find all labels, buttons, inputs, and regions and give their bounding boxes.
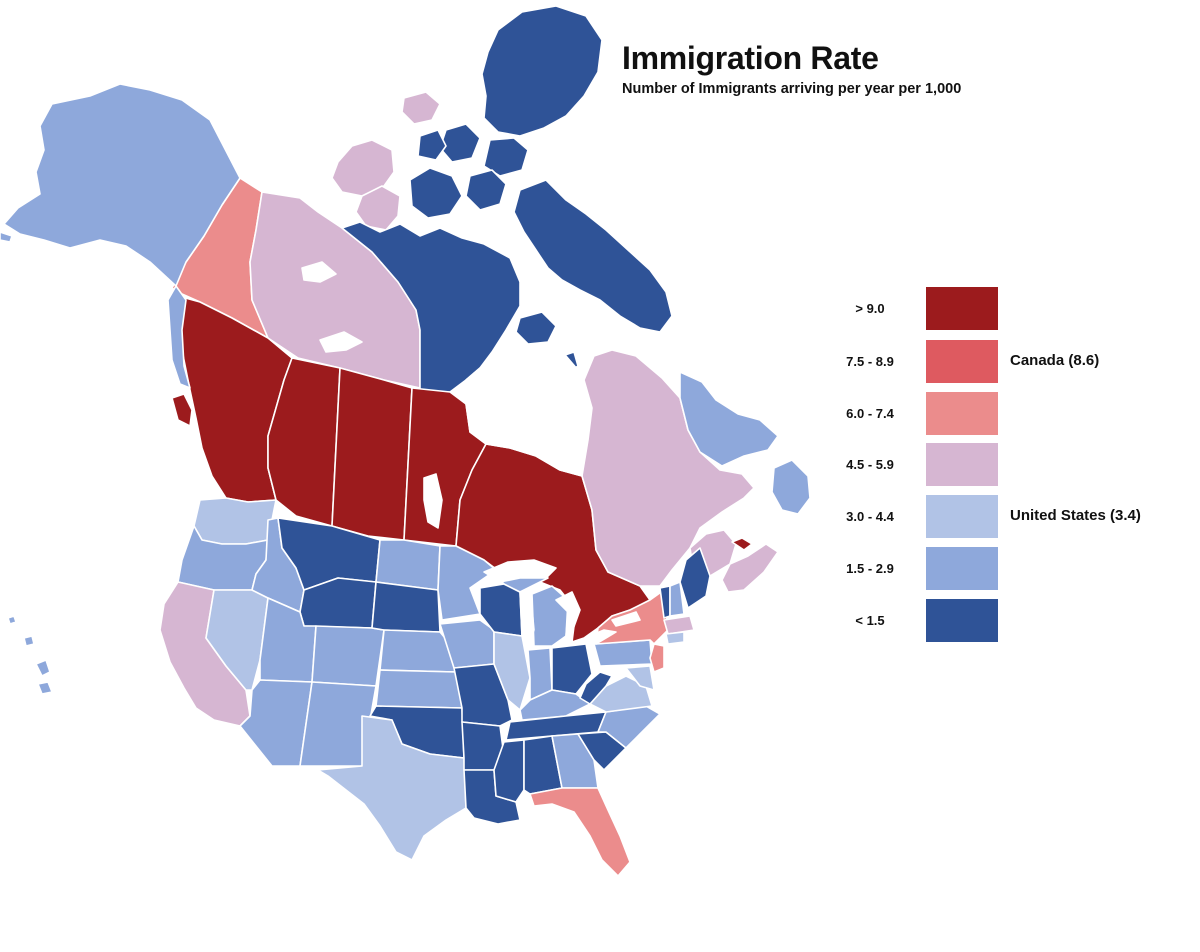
region-arctic-islands-a xyxy=(409,167,463,219)
lake-michigan xyxy=(519,587,535,647)
lake-ontario xyxy=(611,611,641,627)
region-massachusetts xyxy=(663,615,695,635)
legend-label: 1.5 - 2.9 xyxy=(846,561,894,576)
lake-erie xyxy=(579,629,617,645)
region-nwt-islands xyxy=(331,139,395,197)
map-subtitle: Number of Immigrants arriving per year p… xyxy=(622,81,962,97)
legend-swatch xyxy=(926,340,998,383)
lake-huron xyxy=(555,591,581,637)
region-arctic-islands-c xyxy=(417,129,447,161)
region-aleutians xyxy=(0,231,13,243)
legend-label: < 1.5 xyxy=(855,613,885,628)
region-southampton-island xyxy=(515,311,557,345)
region-south-dakota xyxy=(371,581,441,633)
region-michigan xyxy=(531,585,569,647)
region-labrador xyxy=(679,371,779,467)
legend-item-7-5-8-9: 7.5 - 8.9 Canada (8.6) xyxy=(820,340,1180,386)
region-georgia xyxy=(551,733,599,789)
map-title: Immigration Rate xyxy=(622,40,879,76)
legend-swatch xyxy=(926,392,998,435)
region-pei xyxy=(731,537,753,551)
lake-superior xyxy=(483,559,557,583)
region-west-virginia xyxy=(579,671,613,705)
legend-swatch xyxy=(926,443,998,486)
region-kansas xyxy=(375,669,463,709)
region-nwt-islands-2 xyxy=(355,185,401,231)
region-colorado xyxy=(311,625,385,687)
region-alaska xyxy=(3,83,241,287)
region-new-hampshire xyxy=(669,581,685,617)
legend-note-united-states: United States (3.4) xyxy=(1010,507,1141,524)
legend-item-3-0-4-4: 3.0 - 4.4 United States (3.4) xyxy=(820,495,1180,541)
legend-swatch xyxy=(926,287,998,330)
region-devon-island xyxy=(483,137,529,177)
legend-item-gt9: > 9.0 xyxy=(820,287,1180,333)
region-arctic-islands-b xyxy=(439,123,481,163)
region-vancouver-island xyxy=(171,393,193,427)
region-hawaii xyxy=(7,615,53,695)
legend-swatch xyxy=(926,547,998,590)
region-washington xyxy=(193,497,277,545)
legend-item-6-0-7-4: 6.0 - 7.4 xyxy=(820,392,1180,438)
region-ohio xyxy=(551,643,593,695)
region-nova-scotia xyxy=(721,543,779,593)
region-newfoundland xyxy=(771,459,811,515)
legend-swatch xyxy=(926,495,998,538)
region-minnesota xyxy=(437,545,497,621)
region-maryland xyxy=(625,665,655,691)
region-new-jersey xyxy=(649,643,665,673)
legend-label: 6.0 - 7.4 xyxy=(846,406,894,421)
region-texas xyxy=(317,715,467,861)
region-maine xyxy=(679,547,711,609)
lake-great-bear xyxy=(301,261,337,283)
legend-item-4-5-5-9: 4.5 - 5.9 xyxy=(820,443,1180,489)
legend-label: 7.5 - 8.9 xyxy=(846,354,894,369)
region-arizona xyxy=(239,679,313,767)
legend-label: > 9.0 xyxy=(855,301,885,316)
legend-note-canada: Canada (8.6) xyxy=(1010,352,1100,369)
hudson-bay xyxy=(465,343,585,477)
legend-label: 4.5 - 5.9 xyxy=(846,457,894,472)
lake-great-slave xyxy=(319,331,363,353)
region-baffin-island xyxy=(513,179,673,333)
region-arctic-islands-d xyxy=(465,169,507,211)
region-nunavut xyxy=(341,221,521,393)
legend-item-lt1-5: < 1.5 xyxy=(820,599,1180,645)
legend-item-1-5-2-9: 1.5 - 2.9 xyxy=(820,547,1180,593)
lake-winnipeg xyxy=(423,473,443,529)
region-saskatchewan xyxy=(331,367,413,541)
region-ellesmere-island xyxy=(481,5,603,137)
region-florida xyxy=(529,787,631,877)
legend-swatch xyxy=(926,599,998,642)
region-nwt-islands-3 xyxy=(401,91,441,125)
region-alaska-panhandle xyxy=(167,285,191,389)
legend-label: 3.0 - 4.4 xyxy=(846,509,894,524)
region-connecticut xyxy=(665,631,685,645)
region-quebec xyxy=(581,349,755,587)
